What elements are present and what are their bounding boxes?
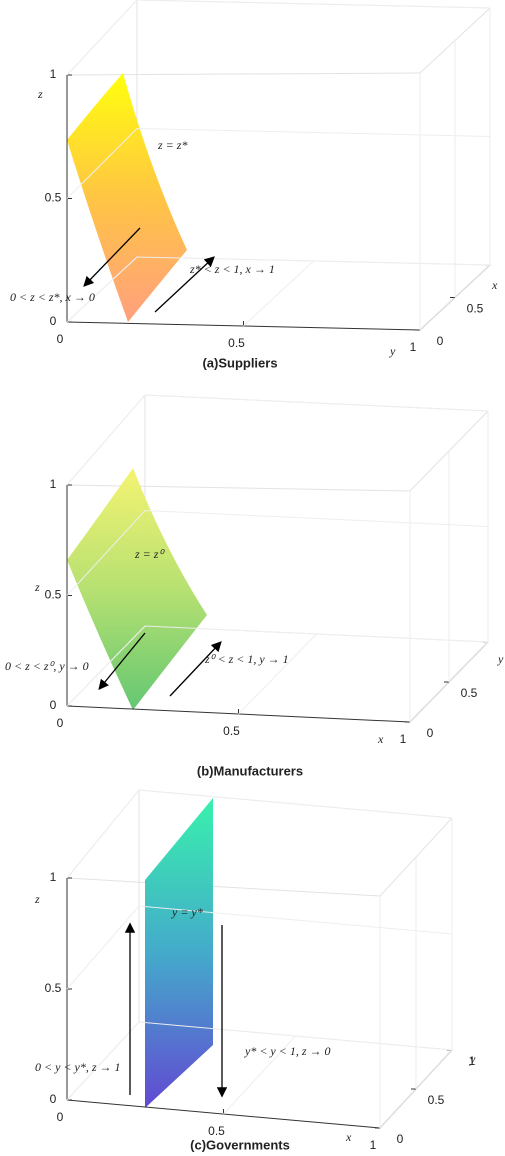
annotation: z⁰ < z < 1, y → 1 [204,652,289,666]
tick-label: 1 [50,870,57,884]
surface [145,798,213,1108]
surface [67,468,207,710]
axis-label: z [34,892,40,906]
arrow [154,256,215,313]
box-edge [66,72,421,76]
tick-label: 0 [437,334,444,348]
arrow [169,641,222,697]
axis-label: z [34,580,40,594]
tick-label: 0 [427,726,434,740]
axis-label: z [37,87,43,101]
annotation: 0 < y < y*, z → 1 [35,1060,121,1074]
grid-line [66,789,453,879]
annotation: z = z⁰ [134,547,165,561]
tick-label: 0.5 [208,1124,225,1138]
tick-label: 0 [57,332,64,346]
annotation: y* < y < 1, z → 0 [244,1044,331,1058]
tick-label: 1 [50,477,57,491]
annotation: z* < z < 1, x → 1 [189,262,275,276]
axis-label: y [469,1052,476,1066]
tick-label: 0.5 [45,191,62,205]
axis-label: x [491,278,498,292]
tick-label: 1 [410,340,417,354]
chart-title: (c)Governments [190,1137,290,1152]
tick-label: 1 [50,67,57,81]
tick-label: 1 [400,732,407,746]
grid-line [66,1021,453,1101]
tick-label: 1 [370,1138,377,1152]
chart-title: (b)Manufacturers [197,763,303,778]
axis-label: y [389,344,396,358]
tick-label: 0.5 [228,336,245,350]
tick-label: 1 [469,1054,476,1068]
tick-label: 0 [50,698,57,712]
tick-label: 0 [50,314,57,328]
axis-label: x [377,732,384,746]
annotation: z = z* [157,138,187,152]
annotation: 0 < z < z*, x → 0 [10,290,95,304]
tick-label: 0 [57,1110,64,1124]
tick-label: 0.5 [223,724,240,738]
box-edge [66,877,381,897]
tick-label: 0 [397,1132,404,1146]
grid-line [66,905,453,990]
arrow [98,632,146,691]
grid-line [66,256,491,323]
grid-line [238,633,317,715]
grid-line [223,1035,296,1115]
surface [67,73,187,322]
tick-label: 0.5 [45,588,62,602]
axis-label: y [497,652,504,666]
arrow [83,227,141,287]
annotation: 0 < z < z⁰, y → 0 [5,659,89,673]
grid-line [66,509,489,596]
tick-label: 0 [50,1092,57,1106]
tick-label: 0 [57,716,64,730]
tick-label: 0.5 [461,686,478,700]
grid-line [66,127,491,199]
tick-label: 0.5 [45,981,62,995]
axis-label: x [345,1130,352,1144]
grid-line [66,0,491,76]
grid-line [66,625,489,707]
tick-label: 0.5 [428,1093,445,1107]
chart-title: (a)Suppliers [202,355,277,370]
grid-line [66,394,489,486]
tick-label: 0.5 [467,302,484,316]
annotation: y = y* [171,905,203,919]
grid-line [243,260,314,327]
